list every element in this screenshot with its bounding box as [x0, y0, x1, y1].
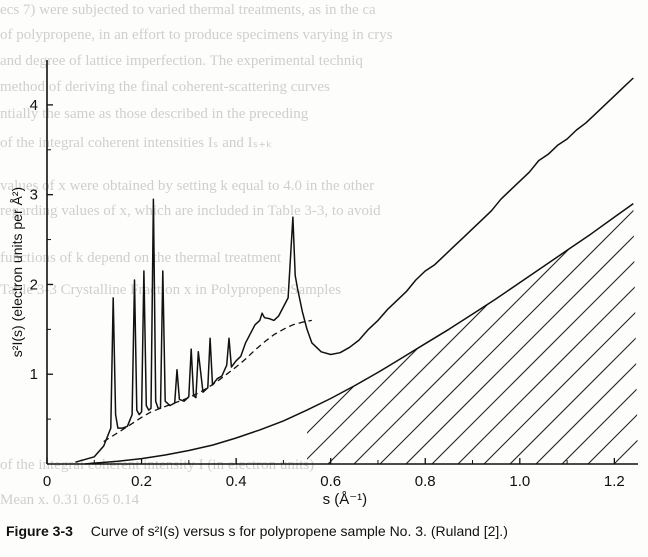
hatch-line	[307, 203, 463, 464]
x-tick-label: 0.6	[320, 473, 341, 490]
y-tick-label: 2	[30, 276, 38, 293]
hatch-line	[535, 203, 638, 464]
show-through-line: Table 3-3 Crystalline Fraction x in Poly…	[0, 282, 341, 298]
hatch-line	[0, 44, 176, 464]
total-scattering-curve	[75, 77, 634, 463]
crystalline-baseline-curve	[103, 319, 312, 443]
show-through-line: and degree of lattice imperfection. The …	[0, 53, 363, 69]
hatch-line	[307, 203, 437, 464]
hatch-line	[307, 203, 593, 464]
hatch-line	[483, 203, 638, 464]
x-tick-label: 0.4	[226, 473, 247, 490]
hatch-line	[307, 203, 489, 464]
show-through-line: of the integral coherent intensities Iₛ …	[0, 135, 273, 151]
plot-area: 0 0.2 0.4 0.6 0.8 1.0 1.2 1 2 3 4 s (Å⁻¹) s²I(s) (el…	[0, 44, 648, 508]
lower-boundary-curve	[84, 202, 634, 465]
hatch-line	[307, 203, 638, 464]
hatch-line	[405, 203, 638, 464]
hatch-line	[457, 203, 638, 464]
hatch-line	[307, 203, 567, 464]
figure-caption: Figure 3-3 Curve of s²I(s) versus s for …	[6, 523, 642, 545]
hatch-line	[327, 203, 638, 464]
hatch-line	[0, 44, 254, 464]
hatch-line	[353, 203, 638, 464]
x-tick-label: 0	[43, 473, 51, 490]
show-through-line: ecs 7) were subjected to varied thermal …	[0, 2, 376, 18]
hatch-line	[587, 203, 638, 464]
x-tick-label: 0.2	[131, 473, 152, 490]
hatch-line	[307, 203, 638, 464]
hatch-line	[307, 203, 515, 464]
hatch-line	[509, 203, 638, 464]
hatch-line	[379, 203, 638, 464]
hatch-line	[0, 44, 280, 464]
show-through-line: values of x were obtained by setting k e…	[0, 178, 375, 194]
x-tick-label: 0.8	[415, 473, 436, 490]
hatch-line	[431, 203, 638, 464]
x-tick-label: 1.0	[509, 473, 530, 490]
y-tick-label: 4	[30, 97, 38, 114]
hatch-line	[561, 203, 638, 464]
y-tick-label: 3	[30, 187, 38, 204]
x-tick-label: 1.2	[604, 473, 625, 490]
hatch-line	[307, 203, 411, 464]
figure-caption-text: Curve of s²I(s) versus s for polypropene…	[90, 523, 508, 539]
hatch-line	[307, 203, 619, 464]
hatch-line	[307, 203, 638, 464]
show-through-line: regarding values of x, which are include…	[0, 203, 381, 219]
y-tick-label: 1	[30, 366, 38, 383]
x-axis-label: s (Å⁻¹)	[323, 491, 368, 508]
hatch-line	[613, 203, 638, 464]
figure-number: Figure 3-3	[6, 523, 73, 539]
y-axis-label: s²I(s) (electron units per Å²)	[9, 187, 25, 357]
show-through-line: method of deriving the final coherent-sc…	[0, 79, 330, 95]
hatch-line	[640, 44, 648, 464]
show-through-line: of polypropene, in an effort to produce …	[0, 27, 393, 43]
show-through-line: ntially the same as those described in t…	[0, 106, 309, 122]
show-through-line: Mean x. 0.31 0.65 0.14	[0, 492, 140, 508]
show-through-line: functions of k depend on the thermal tre…	[0, 250, 282, 266]
hatch-line	[307, 203, 638, 464]
